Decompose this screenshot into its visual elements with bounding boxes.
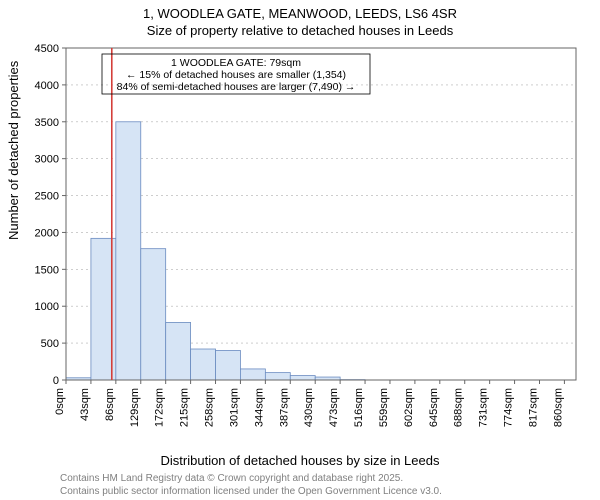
attribution-line2: Contains public sector information licen…	[60, 486, 442, 497]
x-tick-label: 258sqm	[204, 388, 216, 427]
histogram-bar	[290, 376, 315, 380]
x-tick-label: 301sqm	[228, 388, 240, 427]
x-tick-label: 817sqm	[527, 388, 539, 427]
x-tick-label: 473sqm	[328, 388, 340, 427]
attribution-text: Contains HM Land Registry data © Crown c…	[60, 472, 442, 498]
x-tick-label: 430sqm	[303, 388, 315, 427]
x-axis-label: Distribution of detached houses by size …	[0, 453, 600, 468]
x-tick-label: 129sqm	[129, 388, 141, 427]
x-tick-label: 645sqm	[428, 388, 440, 427]
x-tick-label: 86sqm	[104, 388, 116, 421]
x-tick-label: 0sqm	[54, 388, 66, 415]
annotation-line3: 84% of semi-detached houses are larger (…	[117, 81, 356, 93]
histogram-bar	[191, 349, 216, 380]
svg-text:2000: 2000	[35, 227, 59, 239]
x-tick-label: 602sqm	[403, 388, 415, 427]
histogram-bar	[216, 350, 241, 380]
x-tick-label: 688sqm	[453, 388, 465, 427]
annotation-line1: 1 WOODLEA GATE: 79sqm	[171, 57, 301, 69]
svg-text:4500: 4500	[35, 43, 59, 55]
svg-text:3000: 3000	[35, 154, 59, 166]
x-tick-label: 387sqm	[278, 388, 290, 427]
histogram-bar	[141, 249, 166, 380]
x-tick-label: 774sqm	[503, 388, 515, 427]
svg-text:1000: 1000	[35, 301, 59, 313]
svg-text:4000: 4000	[35, 80, 59, 92]
attribution-line1: Contains HM Land Registry data © Crown c…	[60, 473, 403, 484]
x-tick-label: 731sqm	[478, 388, 490, 427]
chart-container: 1, WOODLEA GATE, MEANWOOD, LEEDS, LS6 4S…	[0, 0, 600, 500]
chart-title-line2: Size of property relative to detached ho…	[0, 21, 600, 38]
svg-text:0: 0	[53, 375, 59, 387]
annotation-line2: ← 15% of detached houses are smaller (1,…	[126, 69, 346, 81]
histogram-bar	[265, 373, 290, 380]
histogram-bar	[240, 369, 265, 380]
x-tick-label: 860sqm	[552, 388, 564, 427]
svg-text:1500: 1500	[35, 264, 59, 276]
chart-title-line1: 1, WOODLEA GATE, MEANWOOD, LEEDS, LS6 4S…	[0, 0, 600, 21]
x-tick-label: 172sqm	[154, 388, 166, 427]
svg-text:500: 500	[41, 338, 59, 350]
x-tick-label: 516sqm	[353, 388, 365, 427]
svg-text:2500: 2500	[35, 191, 59, 203]
x-tick-label: 344sqm	[253, 388, 265, 427]
x-tick-label: 215sqm	[179, 388, 191, 427]
histogram-plot: 0 500 1000 1500 2000 2500 3000 3500 4000 4500 0sqm…	[0, 40, 600, 440]
histogram-bar	[116, 122, 141, 380]
x-tick-label: 559sqm	[378, 388, 390, 427]
svg-text:3500: 3500	[35, 117, 59, 129]
histogram-bar	[166, 322, 191, 380]
x-tick-label: 43sqm	[79, 388, 91, 421]
